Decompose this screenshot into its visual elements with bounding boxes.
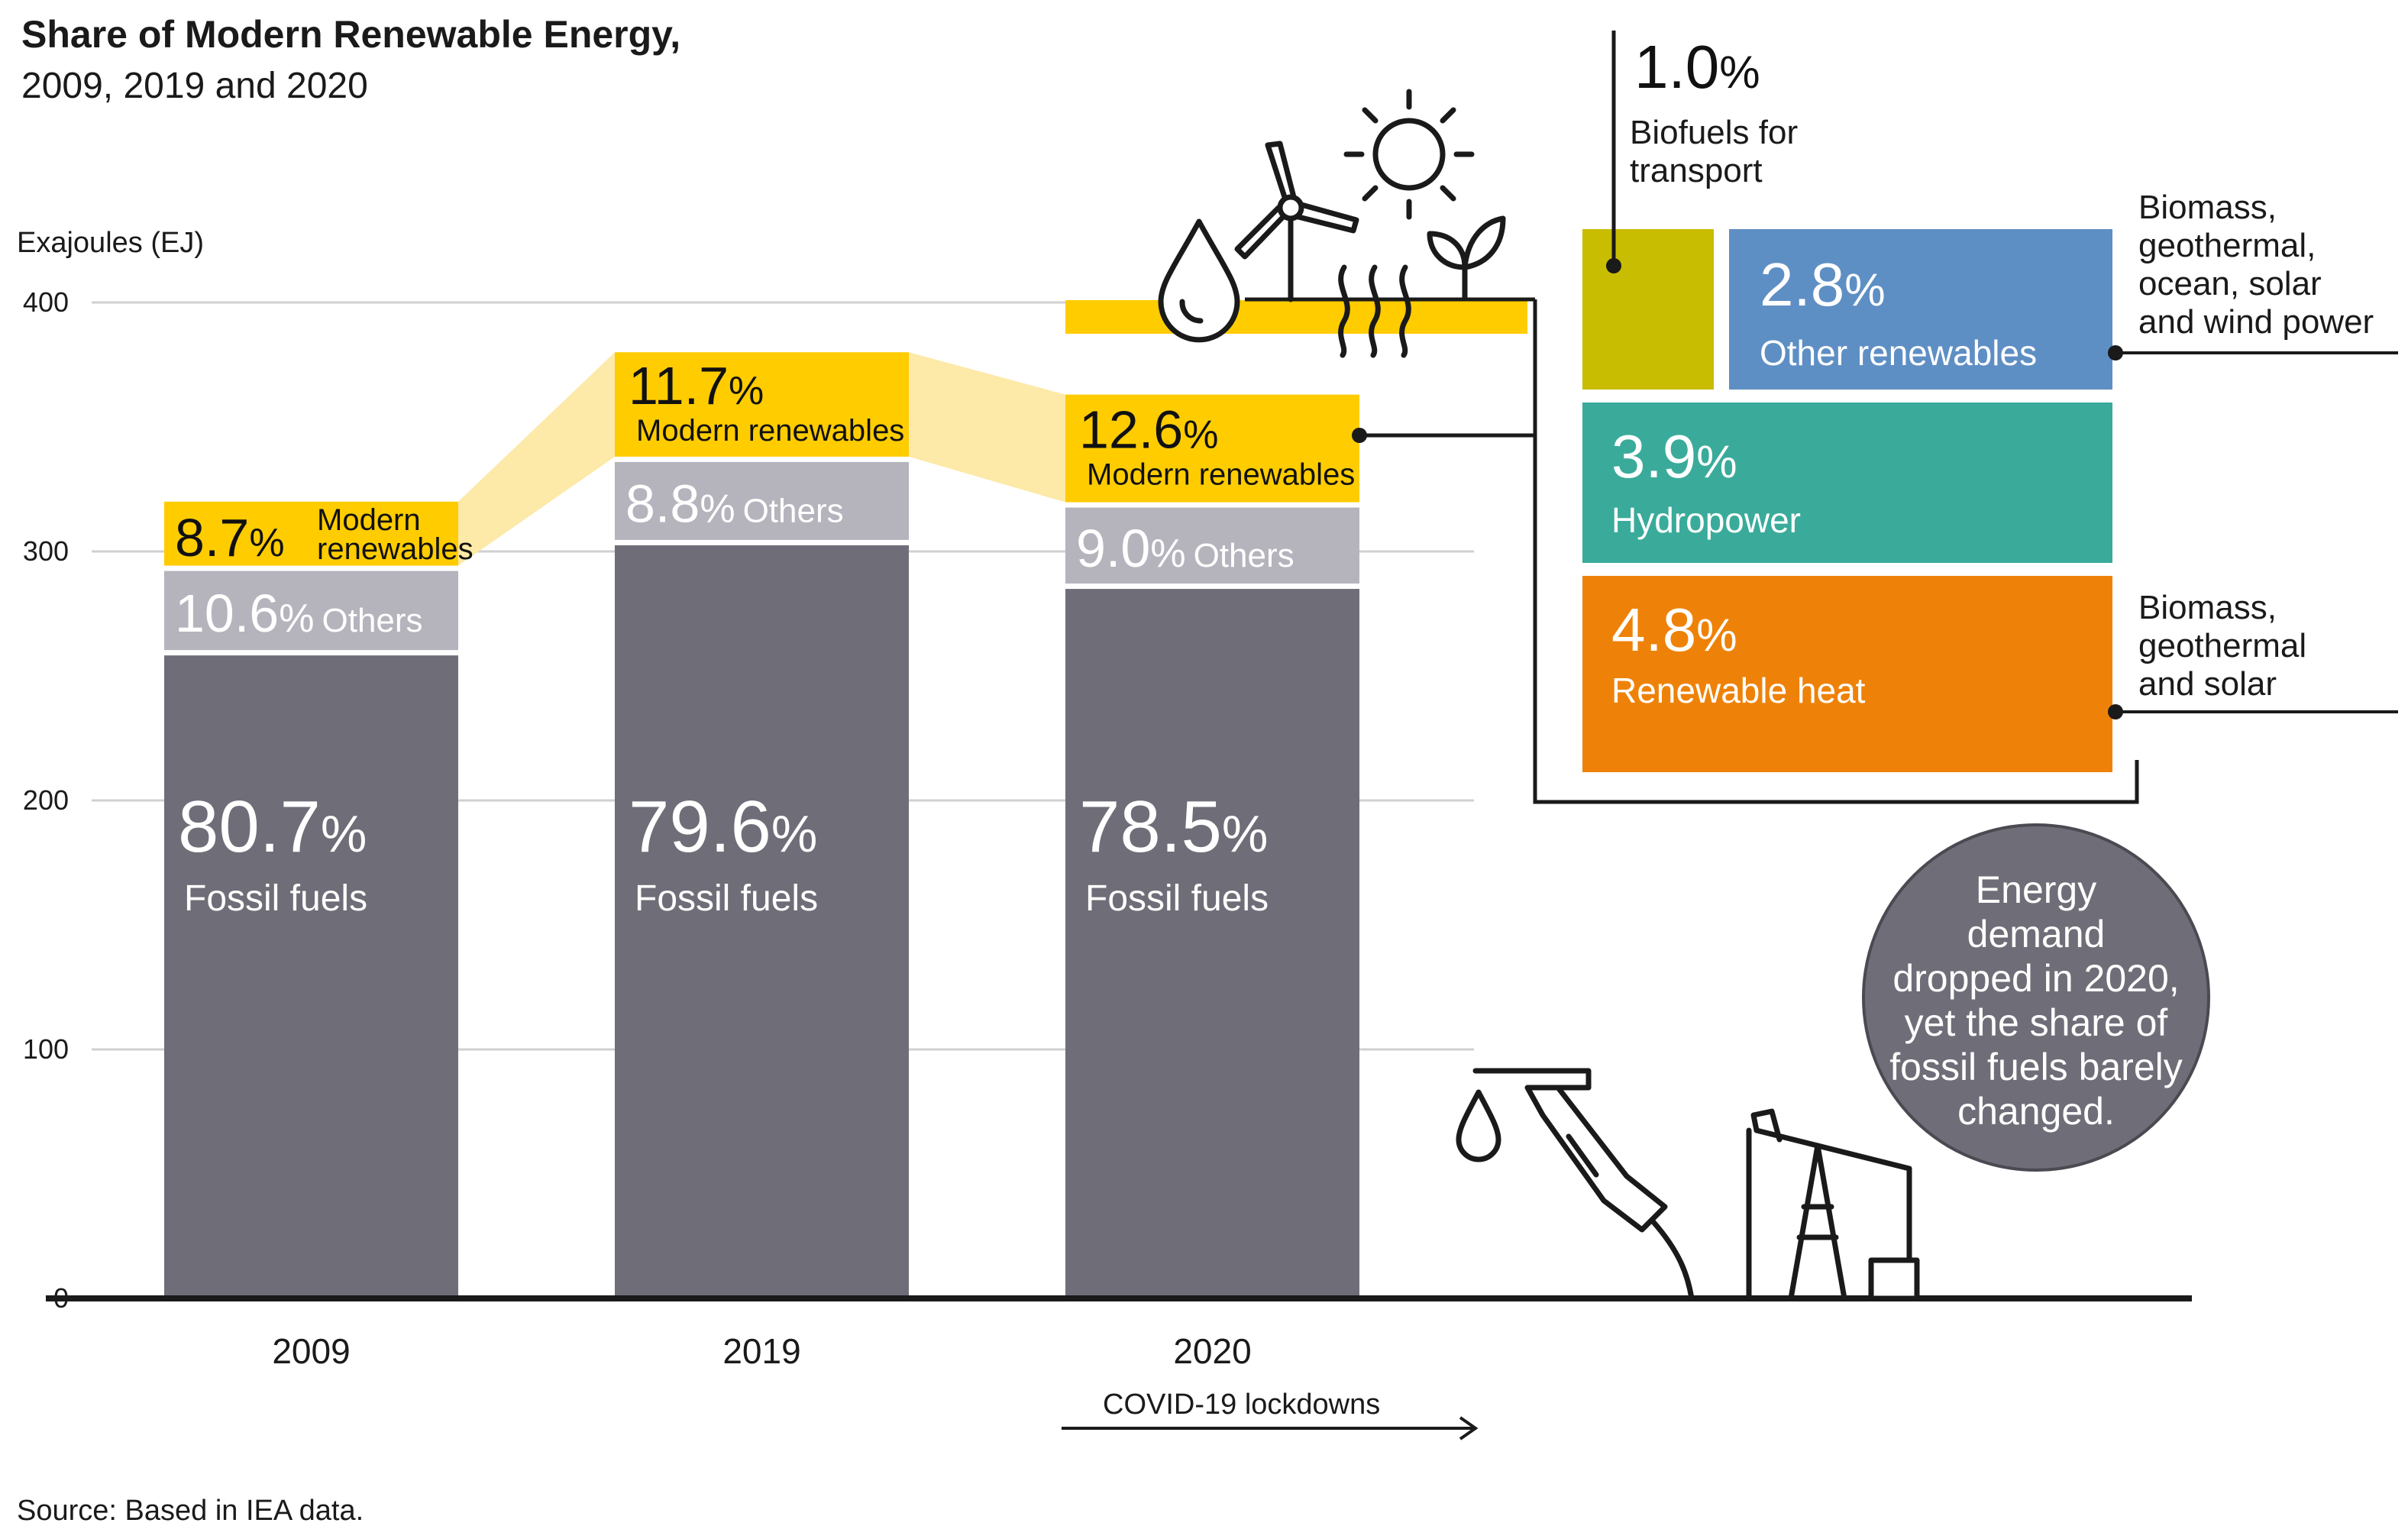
renewable-icons (1158, 89, 1506, 358)
renewable-heat-note: geothermal (2138, 627, 2306, 664)
source-note: Source: Based in IEA data. (17, 1495, 364, 1527)
fossil-name-label: Fossil fuels (1085, 878, 1269, 919)
bar-modern-renewables (1065, 394, 1359, 503)
biofuels-dot (1606, 258, 1621, 273)
x-category-label: 2009 (272, 1331, 350, 1371)
connectors (458, 352, 1065, 566)
y-tick-label: 100 (23, 1033, 69, 1065)
bubble-text-line: yet the share of (1905, 1001, 2168, 1044)
note-dot (2108, 704, 2123, 719)
covid-arrow (1062, 1416, 1479, 1440)
chart-title: Share of Modern Renewable Energy, (21, 13, 680, 56)
renewable-heat-note: and solar (2138, 665, 2277, 703)
fossil-name-label: Fossil fuels (184, 878, 367, 919)
renew-name-label: Modern (317, 503, 421, 537)
note-dot (2108, 345, 2123, 361)
hydropower-box (1582, 403, 2112, 563)
biofuels-name-label: transport (1630, 152, 1763, 189)
other-renewables-note: ocean, solar (2138, 265, 2322, 302)
x-categories: 2009 2019 2020 (272, 1331, 1251, 1371)
renewables-connector (909, 352, 1065, 503)
bubble-text-line: dropped in 2020, (1892, 957, 2179, 1000)
chart-subtitle: 2009, 2019 and 2020 (21, 66, 368, 106)
renew-name-label: renewables (317, 532, 474, 566)
renewables-connector (458, 352, 615, 566)
other-renewables-note: geothermal, (2138, 227, 2316, 264)
fossil-name-label: Fossil fuels (635, 878, 818, 919)
plant-icon (1427, 215, 1506, 301)
fossil-value-label: 78.5% (1079, 786, 1268, 868)
y-axis-label: Exajoules (EJ) (17, 227, 204, 259)
renew-value-label: 11.7% (629, 356, 764, 415)
fuel-pump-nozzle-icon (1456, 1068, 1695, 1301)
other-renewables-box (1729, 229, 2112, 390)
renew-value-label: 12.6% (1079, 400, 1219, 460)
bubble-text-line: changed. (1957, 1090, 2115, 1133)
bar-fossil-fuels (1065, 589, 1359, 1298)
biofuels-box (1582, 229, 1714, 390)
other-renewables-name-label: Other renewables (1760, 333, 2037, 373)
bar-modern-renewables (164, 501, 458, 566)
bubble-text-line: Energy (1976, 868, 2096, 911)
renewable-heat-box (1582, 576, 2112, 772)
renew-name-label: Modern renewables (636, 414, 904, 448)
ground-strip (1065, 300, 1527, 334)
bar-others (1065, 507, 1359, 584)
wind-turbine-icon (1234, 141, 1359, 302)
other-renewables-note: Biomass, (2138, 189, 2277, 226)
bracket-dot (1352, 428, 1367, 443)
other-renewables-note: and wind power (2138, 303, 2374, 341)
x-category-label: 2019 (722, 1331, 800, 1371)
renew-name-label: Modern renewables (1087, 458, 1355, 492)
y-tick-label: 200 (23, 784, 69, 816)
oil-pumpjack-icon (1746, 1108, 1920, 1301)
bubble-text-line: demand (1967, 913, 2106, 955)
biofuels-name-label: Biofuels for (1630, 114, 1798, 151)
water-drop-icon (1158, 218, 1240, 343)
y-tick-label: 300 (23, 535, 69, 567)
covid-annotation: COVID-19 lockdowns (1103, 1389, 1380, 1421)
renewable-heat-name-label: Renewable heat (1611, 671, 1866, 710)
bubble-text-line: fossil fuels barely (1889, 1046, 2183, 1088)
geothermal-waves-icon (1338, 264, 1411, 358)
renewable-heat-note: Biomass, (2138, 589, 2277, 626)
bracket-line (1533, 435, 2139, 804)
biofuels-value-label: 1.0% (1634, 33, 1760, 101)
bar-modern-renewables (615, 352, 909, 457)
y-tick-label: 400 (23, 286, 69, 318)
bar-fossil-fuels (164, 655, 458, 1298)
bar-others (164, 571, 458, 651)
sun-icon (1343, 89, 1475, 220)
bar-fossil-fuels (615, 545, 909, 1298)
x-category-label: 2020 (1173, 1331, 1251, 1371)
y-ticks: 0100200300400 (23, 286, 69, 1314)
bar-others (615, 461, 909, 540)
hydropower-name-label: Hydropower (1611, 500, 1801, 540)
fossil-icons (1456, 1068, 1920, 1301)
